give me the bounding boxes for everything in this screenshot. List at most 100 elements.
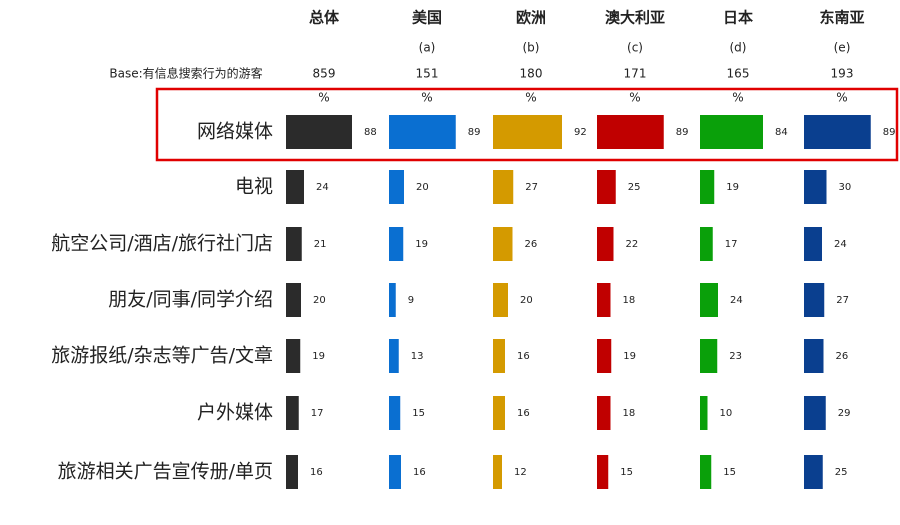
value-label: 92: [574, 127, 587, 138]
bar: [389, 339, 399, 373]
unit-label: %: [318, 91, 329, 105]
unit-label: %: [629, 91, 640, 105]
value-label: 89: [883, 127, 896, 138]
bar: [286, 227, 302, 261]
row-label: 户外媒体: [197, 402, 273, 424]
column-header: 东南亚: [819, 9, 864, 27]
bar: [389, 170, 404, 204]
value-label: 15: [620, 467, 633, 478]
value-label: 16: [517, 351, 530, 362]
bar: [597, 227, 614, 261]
value-label: 16: [413, 467, 426, 478]
bar: [389, 115, 456, 149]
bar: [493, 115, 562, 149]
bar: [700, 283, 718, 317]
value-label: 20: [313, 295, 326, 306]
column-header: 美国: [412, 9, 442, 27]
value-label: 26: [525, 239, 538, 250]
column-code: (e): [834, 41, 851, 55]
bar: [286, 283, 301, 317]
bar: [700, 455, 712, 489]
value-label: 19: [726, 182, 739, 193]
bar: [700, 115, 763, 149]
value-label: 10: [720, 408, 733, 419]
column-code: (c): [627, 41, 643, 55]
bar: [597, 455, 609, 489]
bar: [389, 227, 404, 261]
bar: [804, 455, 823, 489]
bar: [597, 283, 611, 317]
value-label: 29: [838, 408, 851, 419]
row-label: 电视: [235, 176, 273, 198]
bar: [389, 283, 396, 317]
bar: [389, 455, 401, 489]
base-count: 165: [727, 67, 750, 81]
bar: [493, 339, 505, 373]
value-label: 17: [311, 408, 324, 419]
bar: [804, 170, 827, 204]
value-label: 15: [412, 408, 425, 419]
value-label: 27: [525, 182, 538, 193]
value-label: 25: [628, 182, 641, 193]
bar: [597, 396, 611, 430]
value-label: 89: [468, 127, 481, 138]
bar: [286, 339, 301, 373]
bar: [804, 115, 871, 149]
value-label: 27: [836, 295, 849, 306]
column-code: (d): [730, 41, 747, 55]
base-count: 151: [416, 67, 439, 81]
unit-label: %: [732, 91, 743, 105]
value-label: 17: [725, 239, 738, 250]
column-code: (b): [523, 41, 540, 55]
row-label: 网络媒体: [197, 121, 273, 143]
value-label: 89: [676, 127, 689, 138]
row-label: 朋友/同事/同学介绍: [108, 289, 273, 311]
highlight-box: [155, 87, 899, 162]
bar: [597, 339, 612, 373]
value-label: 23: [729, 351, 742, 362]
bar: [286, 455, 298, 489]
bar: [286, 115, 352, 149]
value-label: 20: [416, 182, 429, 193]
bar: [389, 396, 401, 430]
bar: [493, 396, 505, 430]
bar: [597, 170, 616, 204]
bar: [493, 455, 502, 489]
value-label: 19: [312, 351, 325, 362]
bar: [286, 170, 304, 204]
value-label: 24: [316, 182, 329, 193]
value-label: 21: [314, 239, 327, 250]
bar: [700, 396, 708, 430]
value-label: 13: [411, 351, 424, 362]
value-label: 20: [520, 295, 533, 306]
bar: [286, 396, 299, 430]
value-label: 19: [415, 239, 428, 250]
row-label: 旅游相关广告宣传册/单页: [58, 461, 273, 483]
bar: [700, 170, 715, 204]
value-label: 16: [310, 467, 323, 478]
value-label: 24: [730, 295, 743, 306]
value-label: 25: [835, 467, 848, 478]
bar: [493, 283, 508, 317]
value-label: 15: [723, 467, 736, 478]
value-label: 18: [623, 295, 636, 306]
row-label: 旅游报纸/杂志等广告/文章: [51, 345, 273, 367]
value-label: 16: [517, 408, 530, 419]
bar: [804, 227, 822, 261]
value-label: 30: [839, 182, 852, 193]
value-label: 19: [623, 351, 636, 362]
unit-label: %: [421, 91, 432, 105]
value-label: 88: [364, 127, 377, 138]
column-header: 总体: [309, 9, 340, 27]
base-count: 171: [624, 67, 647, 81]
unit-label: %: [525, 91, 536, 105]
value-label: 9: [408, 295, 414, 306]
bar: [493, 170, 514, 204]
base-count: 859: [313, 67, 336, 81]
column-code: (a): [419, 41, 436, 55]
base-count: 193: [831, 67, 854, 81]
column-header: 日本: [723, 9, 753, 27]
bar: [493, 227, 513, 261]
column-header: 欧洲: [516, 9, 546, 27]
value-label: 12: [514, 467, 527, 478]
